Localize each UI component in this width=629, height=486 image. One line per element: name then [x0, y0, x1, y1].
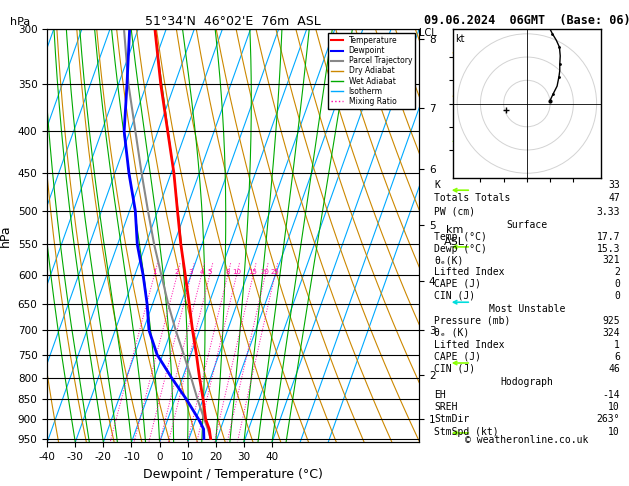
Text: Hodograph: Hodograph [501, 377, 554, 387]
Text: hPa: hPa [10, 17, 30, 27]
Text: -14: -14 [603, 389, 620, 399]
Text: 10: 10 [232, 269, 241, 276]
Title: 51°34'N  46°02'E  76m  ASL: 51°34'N 46°02'E 76m ASL [145, 15, 321, 28]
Text: 263°: 263° [596, 414, 620, 424]
Text: Lifted Index: Lifted Index [434, 267, 504, 277]
Text: 25: 25 [270, 269, 279, 276]
Text: 3.33: 3.33 [596, 207, 620, 217]
Y-axis label: km
ASL: km ASL [444, 225, 465, 246]
Text: EH: EH [434, 389, 446, 399]
Text: © weatheronline.co.uk: © weatheronline.co.uk [465, 435, 589, 445]
Text: 2: 2 [614, 267, 620, 277]
Text: 15.3: 15.3 [596, 243, 620, 254]
Text: 10: 10 [608, 402, 620, 412]
Text: 321: 321 [603, 255, 620, 265]
Text: Most Unstable: Most Unstable [489, 304, 565, 313]
Text: 3: 3 [189, 269, 193, 276]
Text: 33: 33 [608, 180, 620, 191]
Text: StmDir: StmDir [434, 414, 469, 424]
Text: 1: 1 [614, 340, 620, 350]
Text: 8: 8 [225, 269, 230, 276]
Text: 09.06.2024  06GMT  (Base: 06): 09.06.2024 06GMT (Base: 06) [423, 14, 629, 27]
Text: 47: 47 [608, 193, 620, 204]
Text: 17.7: 17.7 [596, 232, 620, 242]
Text: 5: 5 [208, 269, 212, 276]
Legend: Temperature, Dewpoint, Parcel Trajectory, Dry Adiabat, Wet Adiabat, Isotherm, Mi: Temperature, Dewpoint, Parcel Trajectory… [328, 33, 415, 109]
Text: kt: kt [455, 34, 465, 44]
Text: 0: 0 [614, 279, 620, 289]
Text: 20: 20 [261, 269, 270, 276]
Text: 2: 2 [175, 269, 179, 276]
Text: CAPE (J): CAPE (J) [434, 279, 481, 289]
Text: StmSpd (kt): StmSpd (kt) [434, 427, 499, 437]
Text: Lifted Index: Lifted Index [434, 340, 504, 350]
Text: 0: 0 [614, 291, 620, 301]
Text: Totals Totals: Totals Totals [434, 193, 510, 204]
Text: 6: 6 [614, 352, 620, 362]
Text: LCL: LCL [419, 28, 437, 38]
Text: 4: 4 [199, 269, 204, 276]
Text: 1: 1 [152, 269, 157, 276]
Text: θₑ(K): θₑ(K) [434, 255, 464, 265]
X-axis label: Dewpoint / Temperature (°C): Dewpoint / Temperature (°C) [143, 468, 323, 481]
Text: PW (cm): PW (cm) [434, 207, 475, 217]
Text: 46: 46 [608, 364, 620, 374]
Text: 925: 925 [603, 316, 620, 326]
Text: K: K [434, 180, 440, 191]
Text: θₑ (K): θₑ (K) [434, 328, 469, 338]
Text: CIN (J): CIN (J) [434, 291, 475, 301]
Text: Surface: Surface [506, 220, 547, 230]
Text: Temp (°C): Temp (°C) [434, 232, 487, 242]
Text: 324: 324 [603, 328, 620, 338]
Text: CIN (J): CIN (J) [434, 364, 475, 374]
Text: SREH: SREH [434, 402, 457, 412]
Text: 15: 15 [248, 269, 257, 276]
Text: Dewp (°C): Dewp (°C) [434, 243, 487, 254]
Y-axis label: hPa: hPa [0, 225, 12, 247]
Text: CAPE (J): CAPE (J) [434, 352, 481, 362]
Text: Pressure (mb): Pressure (mb) [434, 316, 510, 326]
Text: 10: 10 [608, 427, 620, 437]
